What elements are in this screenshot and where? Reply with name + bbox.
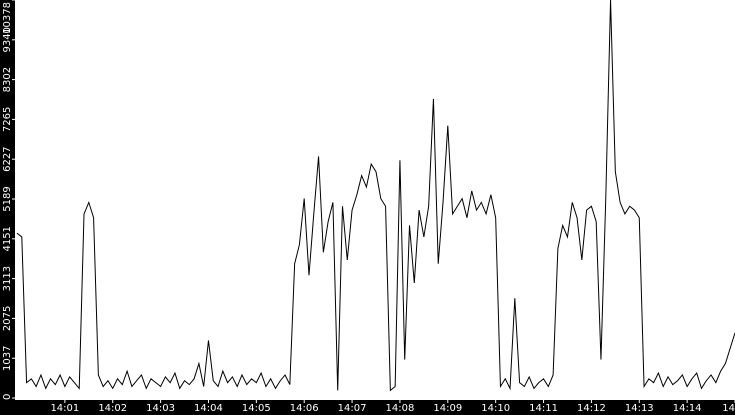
y-tick-label: 1037 [2, 346, 13, 371]
x-tick-label: 14:05 [242, 403, 271, 414]
y-tick-label: 0 [2, 394, 13, 400]
x-tick-label: 14 [722, 403, 735, 414]
x-tick-label: 14:09 [433, 403, 462, 414]
x-tick-label: 14:14 [673, 403, 702, 414]
x-tick-label: 14:01 [50, 403, 79, 414]
y-tick-label: 4151 [2, 226, 13, 251]
y-tick-label: 3113 [2, 266, 13, 291]
x-tick-label: 14:06 [290, 403, 319, 414]
y-tick-label: 8302 [2, 67, 13, 92]
x-tick-label: 14:11 [529, 403, 558, 414]
x-tick-label: 14:02 [98, 403, 127, 414]
y-tick-label: 9340 [2, 27, 13, 52]
x-tick-label: 14:10 [481, 403, 510, 414]
x-axis-band [0, 400, 735, 415]
x-tick-label: 14:13 [625, 403, 654, 414]
y-tick-label: 2075 [2, 306, 13, 331]
x-tick-label: 14:03 [146, 403, 175, 414]
y-tick-label: 6227 [2, 146, 13, 171]
x-tick-label: 14:12 [577, 403, 606, 414]
y-axis-band [0, 0, 15, 415]
y-tick-label: 10378 [2, 2, 13, 34]
y-tick-label: 5189 [2, 186, 13, 211]
x-tick-label: 14:07 [338, 403, 367, 414]
x-tick-label: 14:08 [386, 403, 415, 414]
data-line [16, 0, 735, 392]
x-tick-label: 14:04 [194, 403, 223, 414]
y-tick-label: 7265 [2, 107, 13, 132]
